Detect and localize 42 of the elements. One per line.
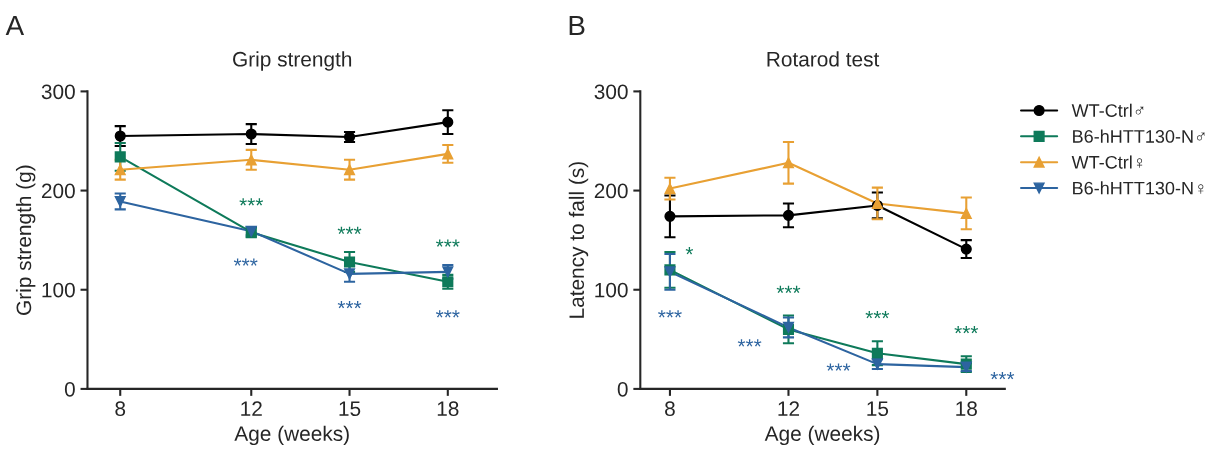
x-axis-title: Age (weeks) <box>234 425 349 446</box>
annotation: *** <box>776 285 801 294</box>
annotation: *** <box>826 363 851 371</box>
annotation: *** <box>435 239 460 247</box>
annotation: *** <box>737 339 762 347</box>
y-tick-label: 100 <box>42 282 75 298</box>
legend-label: B6-hHTT130-N♀ <box>1073 181 1204 195</box>
y-tick-label: 0 <box>617 381 628 397</box>
x-tick-label: 18 <box>956 401 977 417</box>
annotation: *** <box>658 310 682 318</box>
x-tick-label: 8 <box>115 401 126 417</box>
y-tick-label: 200 <box>41 183 75 199</box>
legend-label: WT-Ctrl♀ <box>1071 155 1143 169</box>
annotation: *** <box>337 301 362 309</box>
annotation: *** <box>954 326 979 334</box>
y-tick-label: 100 <box>595 282 628 298</box>
legend-label: WT-Ctrl♂ <box>1071 103 1144 117</box>
annotation: *** <box>990 372 1015 380</box>
x-tick-label: 8 <box>665 401 675 417</box>
x-tick-label: 12 <box>241 401 262 416</box>
y-axis-title: Latency to fall (s) <box>568 162 589 318</box>
annotation: *** <box>239 198 264 206</box>
annotation: *** <box>337 226 362 234</box>
annotation: *** <box>435 310 460 318</box>
y-axis-title: Grip strength (g) <box>15 165 36 315</box>
y-tick-label: 300 <box>594 84 628 100</box>
y-tick-label: 300 <box>41 84 75 100</box>
y-tick-label: 0 <box>64 381 75 397</box>
x-tick-label: 15 <box>867 401 889 417</box>
chart-title: Rotarod test <box>767 51 880 67</box>
x-axis-title: Age (weeks) <box>764 425 880 446</box>
x-tick-label: 15 <box>339 401 361 417</box>
annotation: *** <box>865 310 890 319</box>
chart-title: Grip strength <box>233 51 352 71</box>
annotation: * <box>685 247 694 255</box>
legend-label: B6-hHTT130-N♂ <box>1073 129 1205 143</box>
y-tick-label: 200 <box>594 183 628 199</box>
annotation: *** <box>233 258 258 266</box>
text: B <box>569 15 585 36</box>
text: A <box>5 15 25 36</box>
x-tick-label: 18 <box>437 401 459 417</box>
x-tick-label: 12 <box>778 401 800 416</box>
